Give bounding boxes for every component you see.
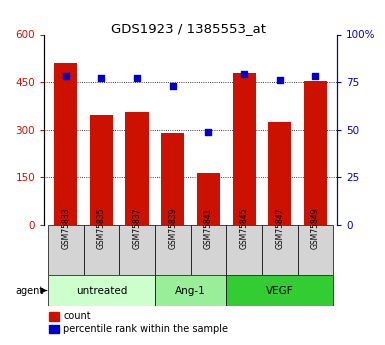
Bar (90, 115, 113, 225)
Text: untreated: untreated (76, 286, 127, 296)
Text: VEGF: VEGF (266, 286, 294, 296)
Text: GSM75839: GSM75839 (168, 207, 177, 249)
Text: count: count (63, 311, 91, 321)
Point (312, 73, 318, 79)
Bar (119, 225, 155, 275)
Bar (155, 225, 191, 275)
Bar (233, 72, 256, 225)
Bar (48, 275, 155, 306)
Text: GSM75849: GSM75849 (311, 207, 320, 249)
Bar (304, 81, 327, 225)
Point (205, 129, 211, 134)
Bar (298, 225, 333, 275)
Text: GSM75837: GSM75837 (132, 207, 142, 249)
Bar (161, 133, 184, 225)
Bar (48, 225, 84, 275)
Bar (191, 225, 226, 275)
Bar (84, 225, 119, 275)
Text: GSM75845: GSM75845 (239, 207, 249, 249)
Text: Ang-1: Ang-1 (175, 286, 206, 296)
Bar (268, 122, 291, 225)
Bar (49, 325, 59, 333)
Bar (197, 173, 220, 225)
Bar (54, 63, 77, 225)
Point (134, 76, 140, 81)
Text: GSM75833: GSM75833 (61, 207, 70, 249)
Text: percentile rank within the sample: percentile rank within the sample (63, 324, 228, 334)
Text: GSM75847: GSM75847 (275, 207, 284, 249)
Bar (262, 225, 298, 275)
Point (170, 83, 176, 89)
Bar (226, 275, 333, 306)
Point (277, 77, 283, 83)
Point (98, 76, 104, 81)
Bar (155, 275, 226, 306)
Bar (49, 312, 59, 321)
Bar (126, 112, 149, 225)
Text: GDS1923 / 1385553_at: GDS1923 / 1385553_at (111, 22, 266, 36)
Point (241, 72, 247, 77)
Text: GSM75841: GSM75841 (204, 207, 213, 249)
Text: GSM75835: GSM75835 (97, 207, 106, 249)
Bar (226, 225, 262, 275)
Point (63, 73, 69, 79)
Text: agent: agent (15, 286, 44, 296)
